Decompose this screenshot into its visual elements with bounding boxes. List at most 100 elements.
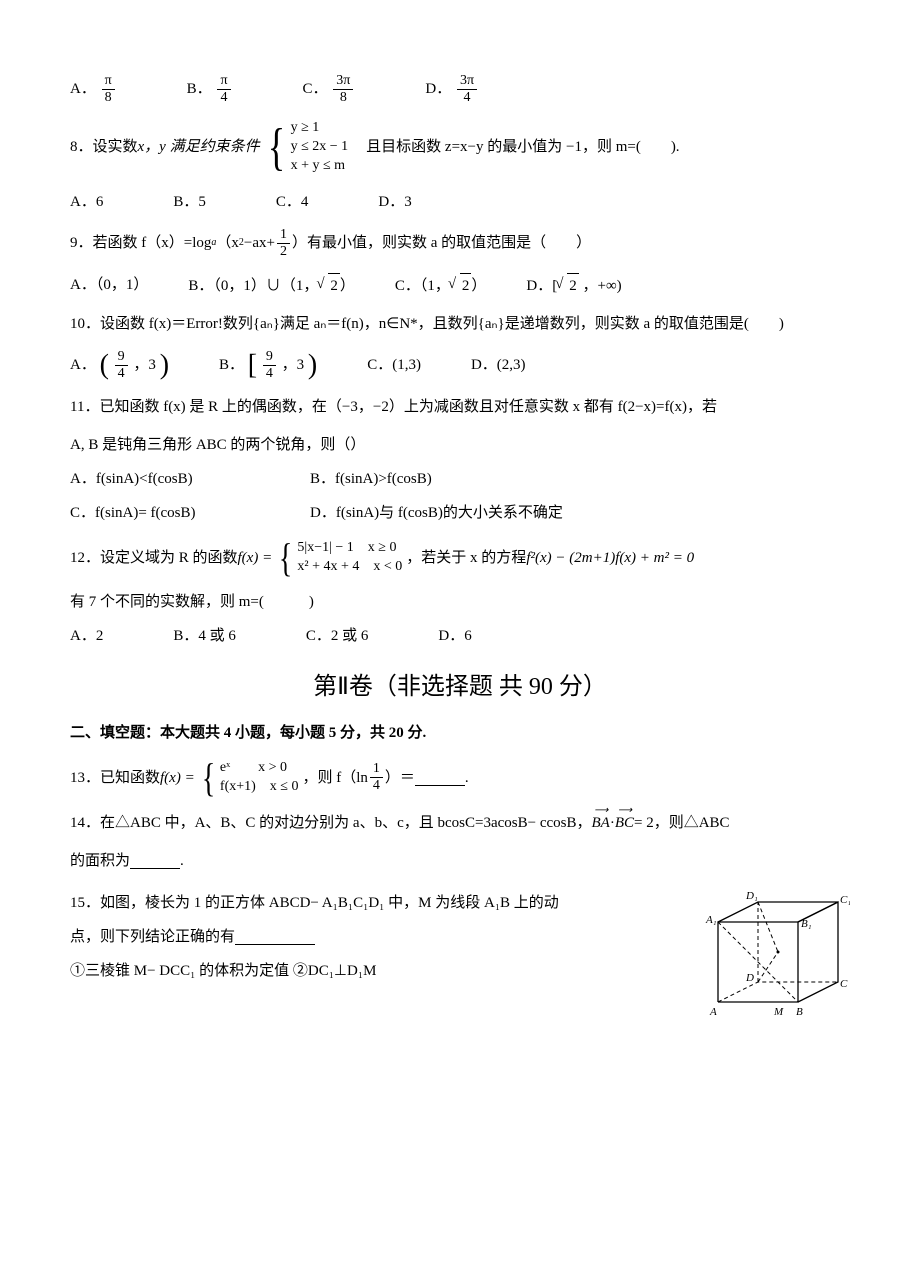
fraction: π 8: [102, 74, 115, 105]
opt-label: B．: [219, 357, 244, 373]
fraction: 3π 4: [457, 74, 477, 105]
fill-blank: [235, 929, 315, 945]
cube-label-c1: C₁: [840, 894, 850, 906]
sqrt-icon: 2: [450, 273, 472, 298]
bracket-open-icon: [: [248, 349, 257, 380]
q7-opt-b: B． π 4: [187, 74, 233, 105]
frac-num: π: [102, 74, 115, 90]
q8-opt-c: C．4: [276, 190, 309, 214]
q12-opt-d: D．6: [438, 624, 471, 648]
sys-row: 5|x−1| − 1 x ≥ 0: [297, 539, 402, 558]
q9-options: A．（0，1） B．（0，1）∪（1，2） C．（1，2） D．[2 ，+∞): [70, 273, 850, 298]
q12-eq: f²(x) − (2m+1)f(x) + m² = 0: [526, 546, 694, 570]
fill-blank: [415, 770, 465, 786]
cube-label-b1: B₁: [801, 918, 812, 930]
q9-opt-a: A．（0，1）: [70, 273, 148, 297]
q10-stem: 10．设函数 f(x)＝Error!数列{aₙ}满足 aₙ＝f(n)，n∈N*，…: [70, 312, 850, 336]
frac-den: 2: [277, 244, 290, 259]
q11-opt-c: C．f(sinA)= f(cosB): [70, 501, 310, 525]
q13-stem: 13．已知函数 f(x) = { eˣ x > 0 f(x+1) x ≤ 0 ，…: [70, 759, 850, 797]
q13-prefix: 13．已知函数: [70, 766, 160, 790]
fraction: π 4: [217, 74, 230, 105]
left-brace-icon: {: [267, 128, 284, 167]
vector-arrow-icon: ⟶: [615, 803, 634, 819]
q9-mid2: −ax+: [244, 231, 275, 255]
frac-num: 1: [370, 762, 383, 778]
q12-prefix: 12．设定义域为 R 的函数: [70, 546, 238, 570]
q8-prefix: 8．设实数: [70, 135, 138, 159]
q10-opt-d: D．(2,3): [471, 353, 526, 377]
paren-close-icon: ): [308, 349, 317, 380]
frac-den: 8: [102, 90, 115, 105]
opt-text: C．（1，: [395, 278, 450, 294]
cube-label-m: M: [773, 1006, 784, 1018]
q10-opt-c: C．(1,3): [367, 353, 421, 377]
fill-blank: [130, 853, 180, 869]
fraction: 3π 8: [333, 74, 353, 105]
system-rows: 5|x−1| − 1 x ≥ 0 x² + 4x + 4 x < 0: [297, 539, 402, 577]
frac-num: 3π: [457, 74, 477, 90]
q12-stem-l2: 有 7 个不同的实数解，则 m=( ): [70, 590, 850, 614]
frac-den: 4: [263, 366, 276, 381]
q14-post: ，则△ABC: [654, 811, 730, 835]
q13-fx: f(x) =: [160, 766, 195, 790]
radicand: 2: [567, 273, 579, 298]
opt-label: D．: [425, 81, 451, 97]
fraction: 9 4: [263, 350, 276, 381]
sqrt-icon: 2: [318, 273, 340, 298]
frac-num: 9: [263, 350, 276, 366]
q12-fx: f(x) =: [238, 546, 273, 570]
q14-l2-text: 的面积为: [70, 849, 130, 873]
left-brace-icon: {: [279, 543, 292, 573]
q11-options-row2: C．f(sinA)= f(cosB) D．f(sinA)与 f(cosB)的大小…: [70, 501, 850, 525]
sys-row: y ≥ 1: [291, 119, 349, 138]
q10-opt-b: B． [ 9 4 ，3 ): [219, 350, 317, 381]
opt-label: B．: [187, 81, 212, 97]
q12-options: A．2 B．4 或 6 C．2 或 6 D．6: [70, 624, 850, 648]
q7-options: A． π 8 B． π 4 C． 3π 8 D． 3π 4: [70, 74, 850, 105]
cube-label-b: B: [796, 1006, 803, 1018]
q9-tail: ）有最小值，则实数 a 的取值范围是（ ）: [292, 231, 591, 255]
q15-l2-text: 点，则下列结论正确的有: [70, 925, 235, 949]
q8-options: A．6 B．5 C．4 D．3: [70, 190, 850, 214]
q11-stem-l2: A, B 是钝角三角形 ABC 的两个锐角，则（）: [70, 433, 850, 457]
frac-num: 1: [277, 228, 290, 244]
q15-l3: ①三棱锥 M− DCC₁ 的体积为定值 ②DC₁⊥D₁M: [70, 959, 690, 983]
opt-text: D．[: [526, 278, 557, 294]
frac-den: 4: [217, 90, 230, 105]
q8-xy: x，y 满足约束条件: [138, 135, 260, 159]
opt-text: B．（0，1）∪（1，: [188, 278, 318, 294]
frac-den: 8: [337, 90, 350, 105]
frac-den: 4: [370, 778, 383, 793]
radicand: 2: [460, 273, 472, 298]
vector-ba: ⟶BA: [592, 811, 610, 835]
frac-num: 3π: [333, 74, 353, 90]
fill-header: 二、填空题：本大题共 4 小题，每小题 5 分，共 20 分.: [70, 721, 850, 745]
q12-opt-b: B．4 或 6: [173, 624, 236, 648]
q11-stem-l1: 11．已知函数 f(x) 是 R 上的偶函数，在（−3，−2）上为减函数且对任意…: [70, 395, 850, 419]
q14-l2: 的面积为 .: [70, 849, 850, 873]
q9-opt-d: D．[2 ，+∞): [526, 273, 621, 298]
radicand: 2: [328, 273, 340, 298]
q13-tail: ）＝: [385, 766, 415, 790]
q11-opt-b: B．f(sinA)>f(cosB): [310, 467, 432, 491]
q8-opt-d: D．3: [378, 190, 411, 214]
system-rows: y ≥ 1 y ≤ 2x − 1 x + y ≤ m: [291, 119, 349, 176]
q15-l2: 点，则下列结论正确的有: [70, 925, 690, 949]
opt-text: ）: [340, 278, 355, 294]
q7-opt-a: A． π 8: [70, 74, 117, 105]
q15-block: A B C D A₁ B₁ C₁ D₁ M 15．如图，棱长为 1 的正方体 A…: [70, 887, 850, 1040]
q9-stem: 9．若函数 f（x）=log a （x 2 −ax+ 1 2 ）有最小值，则实数…: [70, 228, 850, 259]
frac-num: π: [217, 74, 230, 90]
q10-options: A． ( 9 4 ，3 ) B． [ 9 4 ，3 ) C．(1,3) D．(2…: [70, 350, 850, 381]
cube-label-c: C: [840, 978, 848, 990]
section2-title: 第Ⅱ卷（非选择题 共 90 分）: [70, 668, 850, 706]
q7-opt-c: C． 3π 8: [303, 74, 356, 105]
cube-label-a1: A₁: [705, 914, 717, 926]
q15-l1: 15．如图，棱长为 1 的正方体 ABCD− A₁B₁C₁D₁ 中，M 为线段 …: [70, 891, 690, 915]
q7-opt-d: D． 3π 4: [425, 74, 479, 105]
q12-mid: ，若关于 x 的方程: [406, 546, 526, 570]
frac-den: 4: [115, 366, 128, 381]
sqrt-icon: 2: [557, 273, 579, 298]
q14-pre: 14．在△ABC 中，A、B、C 的对边分别为 a、b、c，且 bcosC=3a…: [70, 811, 592, 835]
